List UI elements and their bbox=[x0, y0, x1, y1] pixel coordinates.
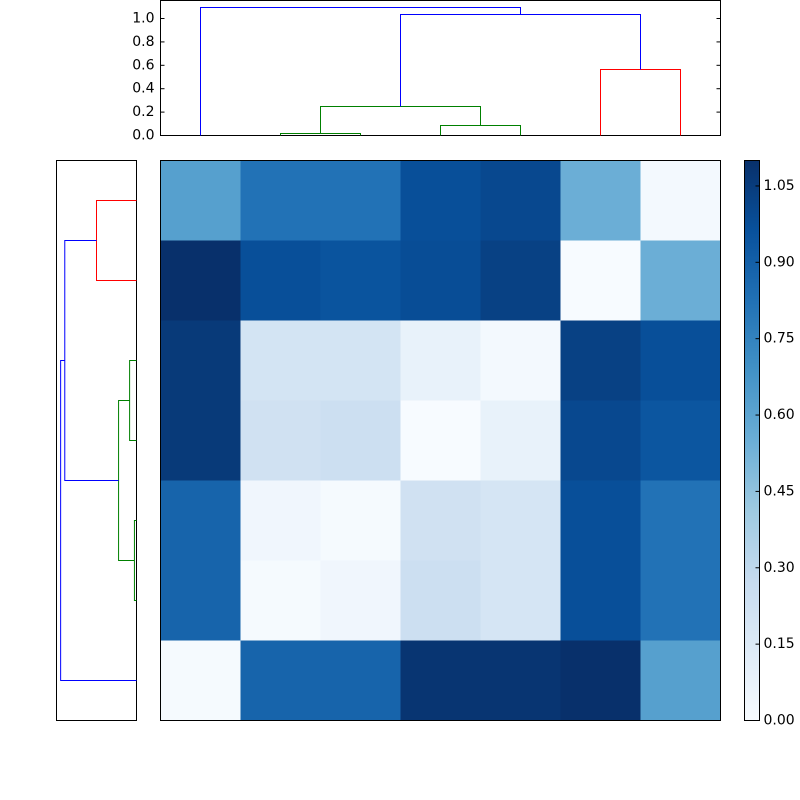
heatmap-cell bbox=[320, 400, 401, 481]
y-tick-label: 1.0 bbox=[132, 11, 154, 27]
heatmap-cell bbox=[320, 160, 401, 241]
dendrogram-link bbox=[440, 125, 521, 136]
heatmap-cell bbox=[640, 160, 721, 241]
heatmap-cell bbox=[160, 240, 241, 321]
heatmap-cell bbox=[400, 240, 481, 321]
colorbar bbox=[744, 160, 760, 721]
dendrogram-link bbox=[64, 240, 119, 481]
heatmap-cell bbox=[240, 400, 321, 481]
heatmap-cell bbox=[240, 480, 321, 561]
heatmap-cell bbox=[480, 240, 561, 321]
heatmap-cell bbox=[560, 320, 641, 401]
heatmap-cell bbox=[240, 560, 321, 641]
heatmap-cell bbox=[560, 640, 641, 721]
colorbar-tick-label: 0.75 bbox=[764, 331, 795, 347]
dendrogram-link bbox=[60, 360, 137, 681]
heatmap-cell bbox=[480, 560, 561, 641]
heatmap-cell bbox=[480, 640, 561, 721]
axes-frame bbox=[160, 160, 721, 721]
heatmap-cell bbox=[160, 320, 241, 401]
heatmap-cell bbox=[320, 560, 401, 641]
dendrogram-link bbox=[118, 400, 135, 561]
y-tick-label: 0.6 bbox=[132, 57, 154, 73]
colorbar-tick-label: 0.30 bbox=[764, 560, 795, 576]
heatmap-cell bbox=[400, 480, 481, 561]
colorbar-tick-label: 0.00 bbox=[764, 713, 795, 729]
heatmap-cell bbox=[480, 400, 561, 481]
heatmap-cell bbox=[160, 480, 241, 561]
heatmap-cell bbox=[480, 160, 561, 241]
heatmap-cell bbox=[640, 480, 721, 561]
dendrogram-link bbox=[96, 200, 137, 281]
dendrogram-link bbox=[400, 14, 641, 107]
heatmap-cell bbox=[240, 320, 321, 401]
heatmap-cell bbox=[160, 400, 241, 481]
heatmap-cell bbox=[560, 480, 641, 561]
dendrogram-link bbox=[600, 69, 681, 136]
heatmap-cell bbox=[560, 400, 641, 481]
y-tick-label: 0.8 bbox=[132, 34, 154, 50]
heatmap-cell bbox=[160, 160, 241, 241]
heatmap-cell bbox=[320, 640, 401, 721]
axes-frame bbox=[160, 0, 721, 136]
heatmap-cell bbox=[400, 160, 481, 241]
heatmap-cell bbox=[640, 640, 721, 721]
heatmap-cell bbox=[640, 240, 721, 321]
dendrogram-link bbox=[320, 105, 481, 134]
heatmap-cell bbox=[240, 640, 321, 721]
heatmap-cell bbox=[320, 480, 401, 561]
colorbar-tick-label: 1.05 bbox=[764, 178, 795, 194]
heatmap-cell bbox=[400, 400, 481, 481]
y-tick-label: 0.2 bbox=[132, 104, 154, 120]
y-tick-label: 0.4 bbox=[132, 81, 154, 97]
heatmap-cell bbox=[240, 240, 321, 321]
heatmap-cell bbox=[560, 160, 641, 241]
dendrogram-link bbox=[200, 7, 521, 136]
heatmap-cell bbox=[240, 160, 321, 241]
colorbar-tick-label: 0.45 bbox=[764, 483, 795, 499]
heatmap-cell bbox=[640, 560, 721, 641]
colorbar-tick-label: 0.15 bbox=[764, 636, 795, 652]
colorbar-tick-label: 0.60 bbox=[764, 407, 795, 423]
heatmap-cell bbox=[560, 240, 641, 321]
dendrogram-link bbox=[129, 360, 137, 441]
heatmap-cell bbox=[560, 560, 641, 641]
colorbar-tick-label: 0.90 bbox=[764, 254, 795, 270]
heatmap-cell bbox=[400, 640, 481, 721]
heatmap-cell bbox=[480, 480, 561, 561]
heatmap-cell bbox=[400, 320, 481, 401]
y-tick-label: 0.0 bbox=[132, 128, 154, 144]
heatmap-cell bbox=[480, 320, 561, 401]
heatmap-cell bbox=[640, 400, 721, 481]
heatmap-cell bbox=[320, 240, 401, 321]
heatmap-cell bbox=[320, 320, 401, 401]
heatmap-cell bbox=[640, 320, 721, 401]
heatmap-cell bbox=[400, 560, 481, 641]
heatmap-cell bbox=[160, 640, 241, 721]
heatmap-cell bbox=[160, 560, 241, 641]
